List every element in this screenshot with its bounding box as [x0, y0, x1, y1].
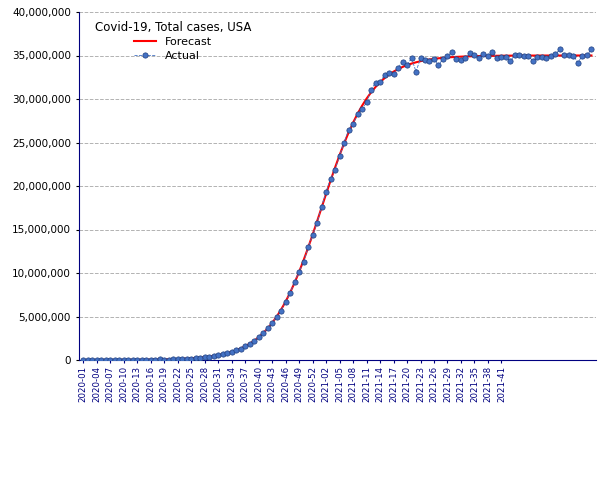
- Forecast: [278, 307, 285, 312]
- Actual: [471, 52, 478, 58]
- Line: Actual: Actual: [80, 47, 594, 362]
- Forecast: [219, 351, 226, 357]
- Actual: [282, 300, 289, 305]
- Forecast: [466, 53, 474, 59]
- Actual: [223, 350, 231, 356]
- Actual: [84, 357, 91, 363]
- Actual: [79, 357, 87, 363]
- Forecast: [138, 357, 145, 363]
- Forecast: [223, 350, 231, 356]
- Legend: Forecast, Actual: Forecast, Actual: [94, 21, 251, 60]
- Actual: [588, 47, 595, 52]
- Forecast: [408, 60, 415, 66]
- Forecast: [79, 357, 87, 363]
- Actual: [557, 47, 564, 52]
- Actual: [143, 357, 150, 363]
- Actual: [413, 69, 420, 74]
- Line: Forecast: Forecast: [83, 56, 592, 360]
- Forecast: [588, 53, 595, 59]
- Actual: [228, 349, 235, 355]
